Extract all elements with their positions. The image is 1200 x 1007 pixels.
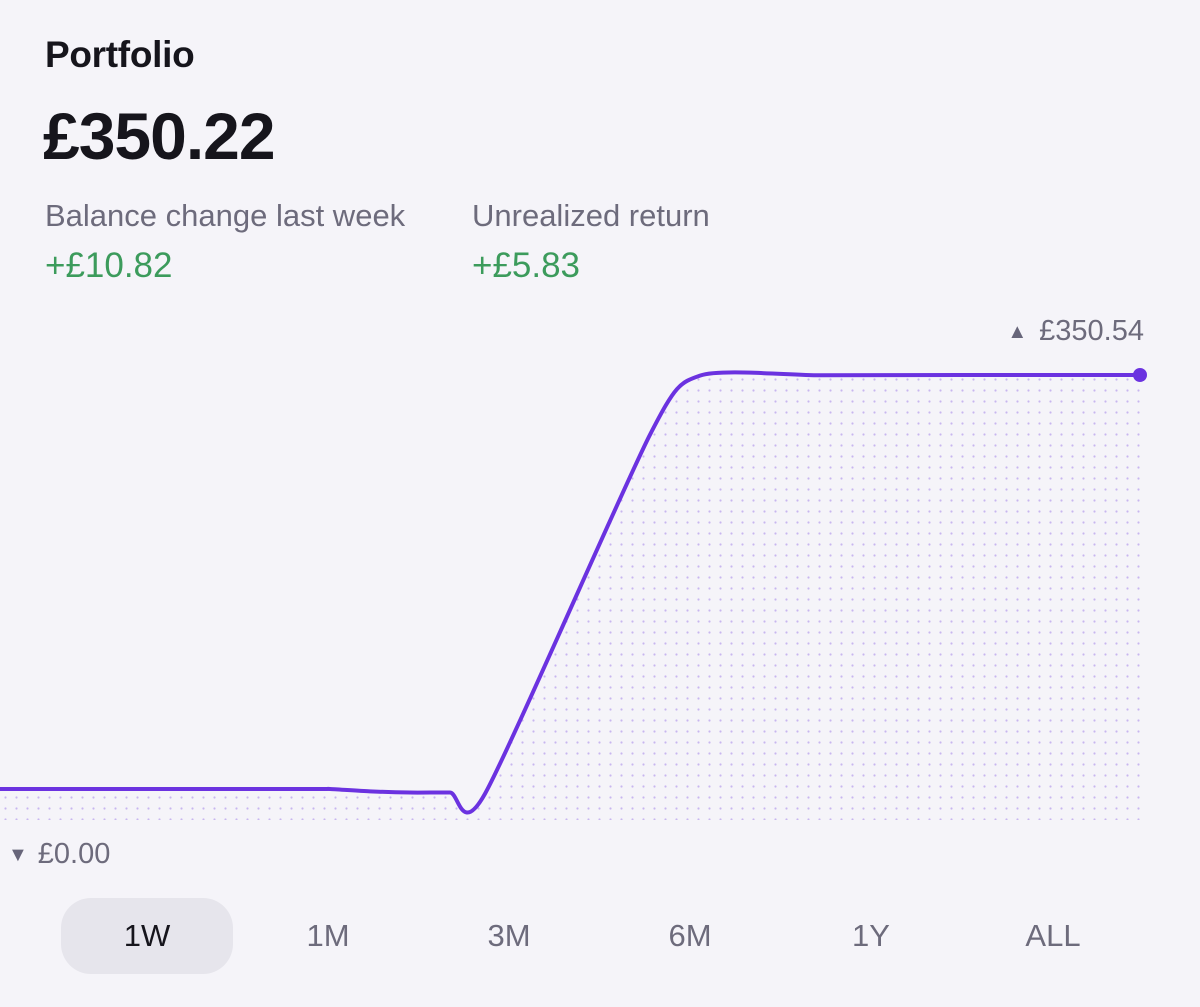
portfolio-title: Portfolio <box>45 34 195 75</box>
chart-high-label: £350.54 <box>1039 315 1144 347</box>
range-button-6m[interactable]: 6M <box>668 918 712 953</box>
chart-series-line <box>0 370 1142 815</box>
balance-change-label: Balance change last week <box>45 198 406 233</box>
range-button-all[interactable]: ALL <box>1025 918 1081 953</box>
balance-change-stat: Balance change last week +£10.82 <box>45 198 405 286</box>
chart-area-fill <box>0 372 1140 820</box>
portfolio-balance: £350.22 <box>43 99 276 173</box>
triangle-down-icon: ▼ <box>8 843 28 866</box>
range-button-1w[interactable]: 1W <box>61 898 233 974</box>
chart-low-label: £0.00 <box>37 838 111 870</box>
chart-low-marker: ▼ £0.00 <box>8 838 110 871</box>
unrealized-return-stat: Unrealized return +£5.83 <box>472 198 710 286</box>
range-button-3m[interactable]: 3M <box>487 918 531 953</box>
range-button-1y[interactable]: 1Y <box>852 918 890 953</box>
triangle-up-icon: ▲ <box>1007 320 1028 343</box>
range-button-1m[interactable]: 1M <box>306 918 350 953</box>
chart-high-marker: ▲ £350.54 <box>1007 315 1144 348</box>
chart-latest-point[interactable] <box>1133 368 1147 382</box>
unrealized-return-label: Unrealized return <box>472 198 710 233</box>
unrealized-return-value: +£5.83 <box>472 246 581 285</box>
time-range-selector: 1W 1M 3M 6M 1Y ALL <box>0 898 1200 974</box>
balance-change-value: +£10.82 <box>45 246 173 285</box>
